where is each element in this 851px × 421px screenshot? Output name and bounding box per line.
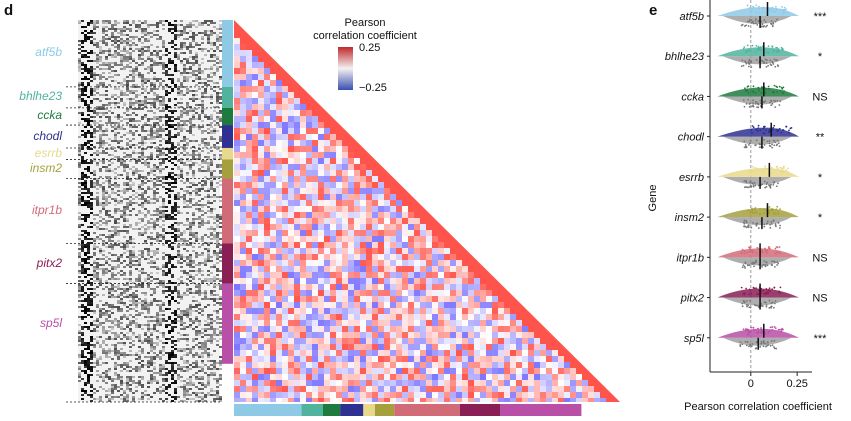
correlation-matrix [234, 20, 620, 402]
panel-letter-d: d [4, 2, 14, 19]
colorbar-min-label: −0.25 [359, 82, 387, 94]
gene-label-ccka: ccka [37, 108, 62, 123]
group-color-bottombar [234, 404, 582, 416]
sidebar-block-atf5b [222, 20, 233, 87]
sidebar-block-sp5l [222, 283, 233, 364]
sidebar-block-insm2 [222, 159, 233, 179]
gene-label-itpr1b: itpr1b [31, 203, 62, 217]
sidebar-block-itpr1b [222, 178, 233, 244]
sidebar-block-bhlhe23 [222, 86, 233, 108]
bottombar-block-esrrb [363, 404, 375, 416]
colorbar-title-line2: correlation coefficient [313, 30, 417, 42]
group-dividers [66, 86, 220, 403]
sidebar-block-chodl [222, 125, 233, 148]
bottombar-block-insm2 [374, 404, 395, 416]
gene-label-bhlhe23: bhlhe23 [19, 89, 62, 104]
sidebar-block-ccka [222, 107, 233, 126]
colorbar-max-label: 0.25 [359, 42, 381, 54]
gene-label-chodl: chodl [33, 128, 62, 143]
gene-label-insm2: insm2 [29, 160, 62, 175]
bottombar-block-bhlhe23 [301, 404, 323, 416]
gene-label-esrrb: esrrb [34, 145, 62, 160]
bottombar-block-chodl [340, 404, 364, 416]
sidebar-block-esrrb [222, 147, 233, 160]
gene-label-atf5b: atf5b [35, 45, 62, 60]
colorbar-gradient [338, 47, 353, 90]
panel-letter-e: e [649, 2, 658, 19]
bottombar-block-atf5b [234, 404, 302, 416]
colorbar-title: Pearson correlation coefficient [300, 17, 430, 43]
colorbar-title-line1: Pearson [344, 17, 386, 29]
bottombar-block-ccka [322, 404, 341, 416]
bottombar-block-itpr1b [394, 404, 460, 416]
sidebar-block-pitx2 [222, 243, 233, 284]
group-color-sidebar [222, 20, 233, 364]
gene-label-sp5l: sp5l [39, 315, 62, 330]
gene-label-pitx2: pitx2 [36, 255, 62, 270]
bottombar-block-pitx2 [459, 404, 501, 416]
raster-heatmap [78, 20, 222, 402]
bottombar-block-sp5l [500, 404, 582, 416]
